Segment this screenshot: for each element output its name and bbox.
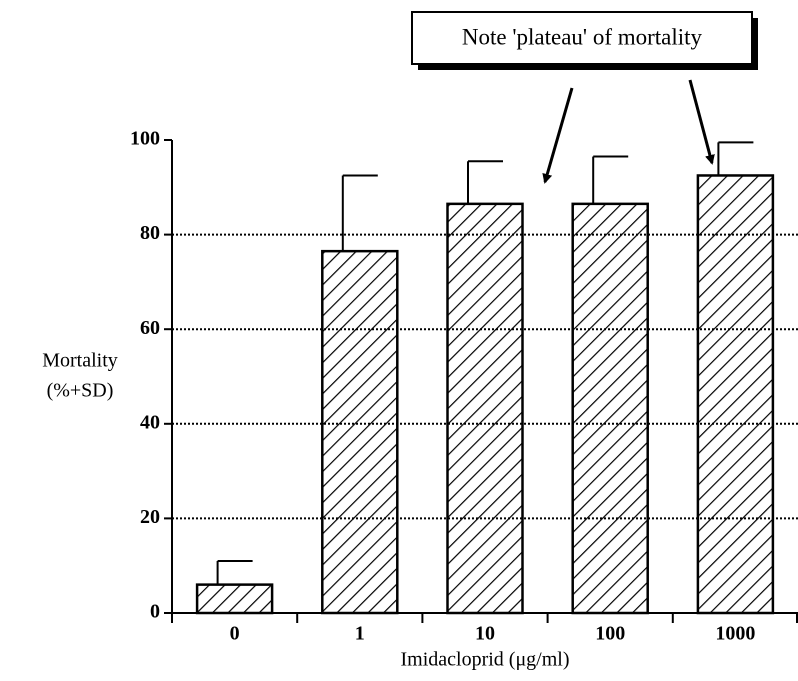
bar xyxy=(321,249,399,615)
bar xyxy=(696,174,775,615)
y-tick-label: 40 xyxy=(140,411,160,433)
annotation-arrow xyxy=(688,79,715,165)
x-tick-label: 1000 xyxy=(715,623,755,645)
annotation: Note 'plateau' of mortality xyxy=(462,24,703,49)
y-tick-label: 20 xyxy=(140,506,160,528)
x-tick-label: 1 xyxy=(355,623,365,645)
y-axis-label: (%+SD) xyxy=(47,380,114,402)
annotation-box xyxy=(411,11,753,65)
annotation-arrow xyxy=(542,87,574,184)
x-tick-label: 0 xyxy=(230,623,240,645)
y-tick-label: 60 xyxy=(140,317,160,339)
bar xyxy=(571,202,649,615)
y-tick-label: 0 xyxy=(150,601,160,623)
y-tick-label: 100 xyxy=(130,128,160,150)
x-axis-label: Imidacloprid (μg/ml) xyxy=(400,649,569,671)
y-axis-label: Mortality xyxy=(42,350,118,372)
x-tick-label: 100 xyxy=(595,623,625,645)
bar xyxy=(195,583,274,615)
bar xyxy=(446,202,524,615)
x-tick-label: 10 xyxy=(475,623,495,645)
y-tick-label: 80 xyxy=(140,222,160,244)
